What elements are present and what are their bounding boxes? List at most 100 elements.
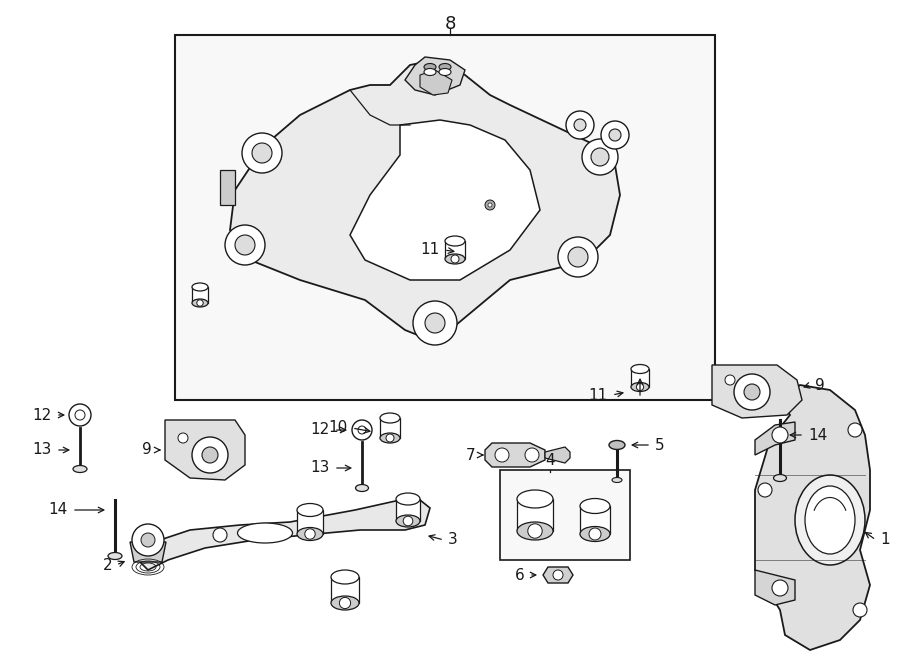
Bar xyxy=(517,499,553,531)
Circle shape xyxy=(553,570,563,580)
Circle shape xyxy=(725,375,735,385)
Polygon shape xyxy=(350,120,540,280)
Circle shape xyxy=(75,410,85,420)
Polygon shape xyxy=(220,170,235,205)
Circle shape xyxy=(744,384,760,400)
Text: 4: 4 xyxy=(545,453,554,468)
Ellipse shape xyxy=(192,299,208,307)
Ellipse shape xyxy=(612,477,622,483)
Circle shape xyxy=(305,529,315,539)
Circle shape xyxy=(197,300,203,306)
Bar xyxy=(445,241,465,259)
Circle shape xyxy=(772,427,788,443)
Circle shape xyxy=(413,301,457,345)
Circle shape xyxy=(495,448,509,462)
Text: 6: 6 xyxy=(515,568,525,582)
Circle shape xyxy=(574,119,586,131)
Circle shape xyxy=(425,313,445,333)
Ellipse shape xyxy=(380,433,400,443)
Ellipse shape xyxy=(631,364,649,373)
Circle shape xyxy=(225,225,265,265)
Polygon shape xyxy=(405,57,465,95)
Polygon shape xyxy=(420,70,452,95)
Ellipse shape xyxy=(795,475,865,565)
Polygon shape xyxy=(545,447,570,463)
Bar xyxy=(500,470,630,560)
Bar xyxy=(175,35,715,400)
Ellipse shape xyxy=(238,523,292,543)
Polygon shape xyxy=(755,422,795,455)
Circle shape xyxy=(558,237,598,277)
Circle shape xyxy=(202,447,218,463)
Ellipse shape xyxy=(331,596,359,610)
Circle shape xyxy=(772,580,788,596)
Circle shape xyxy=(527,524,542,538)
Polygon shape xyxy=(140,500,430,570)
Ellipse shape xyxy=(439,69,451,75)
Ellipse shape xyxy=(396,515,420,527)
Text: 14: 14 xyxy=(49,502,68,518)
Text: 5: 5 xyxy=(655,438,664,453)
Text: 3: 3 xyxy=(448,533,458,547)
Circle shape xyxy=(636,383,644,391)
Ellipse shape xyxy=(439,63,451,71)
Circle shape xyxy=(386,434,394,442)
Bar xyxy=(631,369,649,387)
Ellipse shape xyxy=(580,527,610,541)
Polygon shape xyxy=(755,570,795,605)
Text: 12: 12 xyxy=(32,407,52,422)
Ellipse shape xyxy=(331,570,359,584)
Polygon shape xyxy=(755,385,870,650)
Ellipse shape xyxy=(580,498,610,514)
Bar xyxy=(331,577,359,603)
Polygon shape xyxy=(165,420,245,480)
Ellipse shape xyxy=(424,69,436,75)
Circle shape xyxy=(566,111,594,139)
Ellipse shape xyxy=(192,283,208,291)
Circle shape xyxy=(178,433,188,443)
Bar xyxy=(396,499,420,521)
Circle shape xyxy=(339,598,351,609)
Ellipse shape xyxy=(73,465,87,473)
Ellipse shape xyxy=(297,527,323,541)
Ellipse shape xyxy=(445,236,465,246)
Circle shape xyxy=(403,516,413,525)
Circle shape xyxy=(252,143,272,163)
Circle shape xyxy=(451,255,459,263)
Ellipse shape xyxy=(609,440,625,449)
Circle shape xyxy=(591,148,609,166)
Circle shape xyxy=(734,374,770,410)
Ellipse shape xyxy=(297,504,323,516)
Ellipse shape xyxy=(517,522,553,540)
Text: 1: 1 xyxy=(880,533,889,547)
Text: 9: 9 xyxy=(142,442,152,457)
Circle shape xyxy=(352,420,372,440)
Text: 12: 12 xyxy=(310,422,330,438)
Circle shape xyxy=(69,404,91,426)
Circle shape xyxy=(848,423,862,437)
Text: 13: 13 xyxy=(310,461,330,475)
Polygon shape xyxy=(230,60,620,340)
Ellipse shape xyxy=(805,486,855,554)
Ellipse shape xyxy=(380,413,400,423)
Bar xyxy=(380,418,400,438)
Circle shape xyxy=(582,139,618,175)
Polygon shape xyxy=(130,542,166,562)
Circle shape xyxy=(485,200,495,210)
Circle shape xyxy=(192,437,228,473)
Circle shape xyxy=(589,528,601,540)
Circle shape xyxy=(235,235,255,255)
Circle shape xyxy=(758,483,772,497)
Circle shape xyxy=(601,121,629,149)
Circle shape xyxy=(853,603,867,617)
Circle shape xyxy=(609,129,621,141)
Ellipse shape xyxy=(773,475,787,481)
Circle shape xyxy=(213,528,227,542)
Text: 7: 7 xyxy=(465,447,475,463)
Text: 10: 10 xyxy=(328,420,348,436)
Circle shape xyxy=(242,133,282,173)
Circle shape xyxy=(358,426,366,434)
Text: 9: 9 xyxy=(815,377,824,393)
Polygon shape xyxy=(485,443,545,467)
Text: 8: 8 xyxy=(445,15,455,33)
